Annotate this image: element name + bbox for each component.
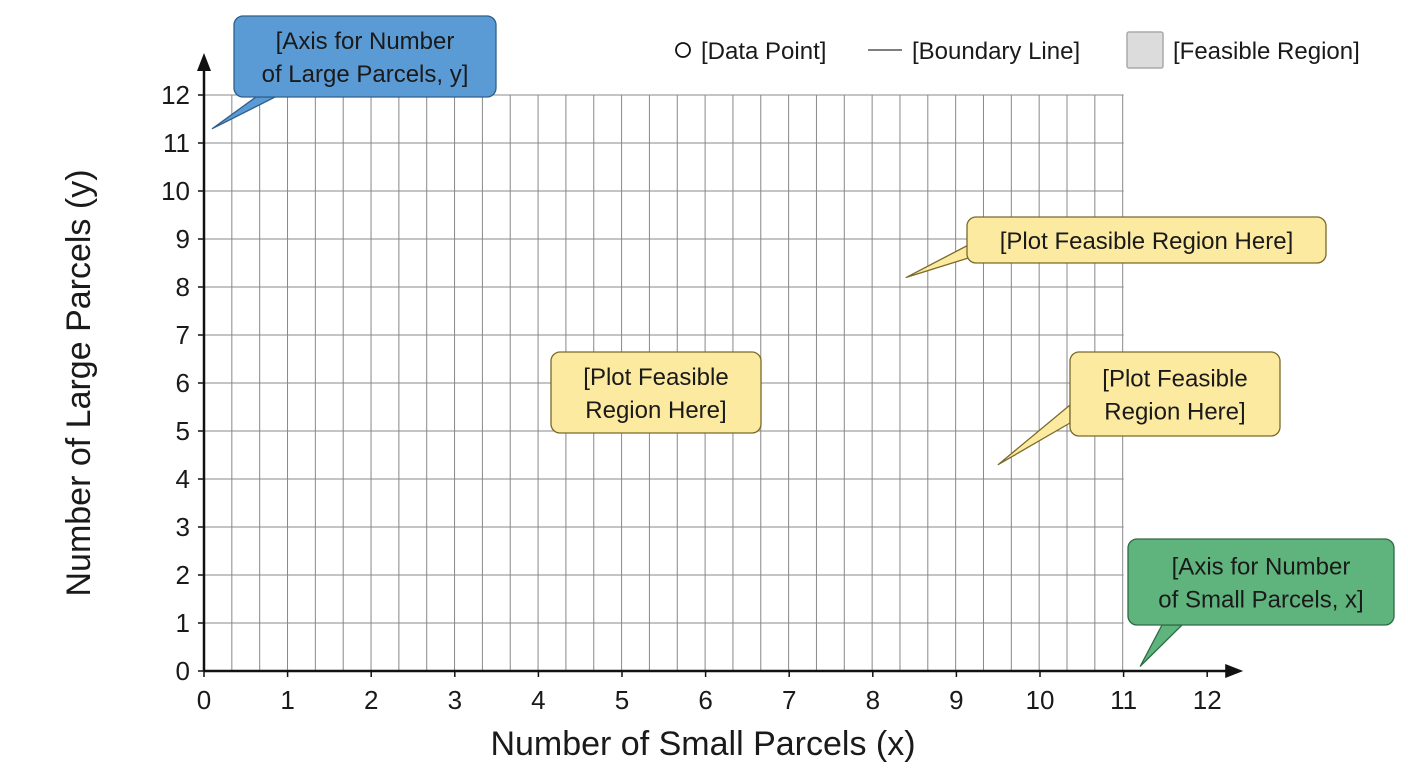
y-tick-label: 3 (176, 512, 190, 542)
feasible-callout-top: [Plot Feasible Region Here] (905, 216, 1327, 279)
y-tick-label: 2 (176, 560, 190, 590)
y-tick-label: 6 (176, 368, 190, 398)
callout-pointer (997, 404, 1071, 466)
x-tick-label: 12 (1193, 685, 1222, 715)
callout-box (966, 216, 1327, 264)
x-tick-label: 11 (1110, 685, 1137, 715)
y-tick-label: 11 (163, 128, 190, 158)
y-tick-label: 10 (161, 176, 190, 206)
x-axis-arrow-icon (1225, 664, 1244, 678)
callout-box (1069, 351, 1281, 437)
legend-label: [Boundary Line] (912, 38, 1080, 65)
x-axis-callout: [Axis for Number of Small Parcels, x] (1127, 538, 1395, 667)
callout-text-line: [Plot Feasible (1102, 366, 1247, 393)
callout-text-line: [Plot Feasible Region Here] (1000, 228, 1293, 255)
callout-text-line: of Small Parcels, x] (1158, 587, 1363, 614)
x-tick-label: 7 (782, 685, 796, 715)
axes (197, 53, 1244, 678)
x-tick-label: 5 (615, 685, 629, 715)
feasible-callout-middle: [Plot Feasible Region Here] (550, 351, 762, 434)
legend: [Data Point] [Boundary Line] [Feasible Reg… (675, 31, 1360, 69)
callout-box (550, 351, 762, 434)
legend-label: [Data Point] (701, 38, 826, 65)
x-tick-label: 0 (197, 685, 211, 715)
x-tick-label: 6 (698, 685, 712, 715)
x-tick-label: 4 (531, 685, 545, 715)
callouts: [Axis for Number of Large Parcels, y] [Plo… (211, 15, 1395, 667)
y-tick-label: 7 (176, 320, 190, 350)
legend-circle-icon (675, 42, 691, 58)
y-tick-label: 0 (176, 656, 190, 686)
y-tick-label: 5 (176, 416, 190, 446)
legend-label: [Feasible Region] (1173, 38, 1360, 65)
callout-text-line: [Axis for Number (276, 28, 455, 55)
y-axis-arrow-icon (197, 53, 211, 71)
y-tick-label: 1 (176, 608, 190, 638)
x-axis-title: Number of Small Parcels (x) (490, 725, 915, 763)
y-tick-label: 4 (176, 464, 190, 494)
callout-box (233, 15, 497, 98)
x-tick-label: 3 (448, 685, 462, 715)
callout-text-line: [Axis for Number (1172, 554, 1351, 581)
x-tick-label: 8 (866, 685, 880, 715)
callout-text-line: [Plot Feasible (583, 364, 728, 391)
callout-pointer (1139, 624, 1183, 667)
x-tick-label: 10 (1026, 685, 1055, 715)
y-axis-title: Number of Large Parcels (y) (60, 169, 98, 596)
legend-square-icon (1126, 31, 1164, 69)
callout-text-line: of Large Parcels, y] (262, 61, 469, 88)
callout-text-line: Region Here] (1104, 399, 1245, 426)
feasible-callout-right: [Plot Feasible Region Here] (997, 351, 1281, 466)
x-tick-label: 9 (949, 685, 963, 715)
y-tick-label: 12 (161, 80, 190, 110)
x-tick-label: 1 (280, 685, 294, 715)
y-tick-label: 8 (176, 272, 190, 302)
callout-pointer (211, 96, 276, 130)
callout-box (1127, 538, 1395, 626)
y-axis-callout: [Axis for Number of Large Parcels, y] (211, 15, 497, 130)
x-tick-label: 2 (364, 685, 378, 715)
y-tick-label: 9 (176, 224, 190, 254)
callout-text-line: Region Here] (585, 397, 726, 424)
